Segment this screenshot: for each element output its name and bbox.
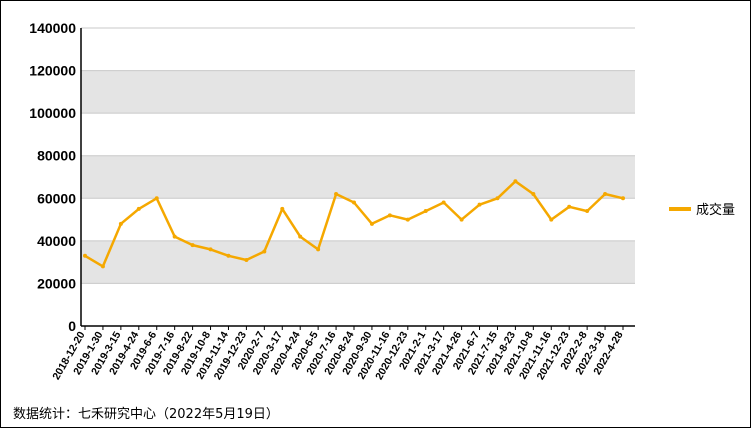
data-point: [387, 213, 392, 218]
data-point: [423, 209, 428, 214]
plot-bands: [81, 70, 635, 284]
data-point: [172, 234, 177, 239]
data-point: [298, 234, 303, 239]
data-point: [208, 247, 213, 252]
gridlines: [81, 27, 635, 284]
data-point: [549, 217, 554, 222]
y-tick-label: 80000: [37, 148, 76, 164]
x-axis-ticks: 2018-12-202019-1-302019-3-152019-4-24201…: [50, 326, 626, 382]
data-point: [334, 192, 339, 197]
axes: [80, 28, 635, 327]
data-point: [531, 192, 536, 197]
data-point: [585, 209, 590, 214]
data-point: [262, 249, 267, 254]
data-point: [83, 253, 87, 258]
data-point: [190, 243, 195, 248]
data-point: [477, 202, 482, 207]
data-point: [154, 196, 159, 201]
data-point: [316, 247, 321, 252]
y-tick-label: 100000: [29, 105, 76, 121]
y-axis-ticks: 0 20000 40000 60000 80000 100000 120000 140000: [29, 20, 76, 334]
source-note: 数据统计：七禾研究中心（2022年5月19日）: [13, 407, 279, 422]
legend-label: 成交量: [696, 202, 735, 218]
data-point: [459, 217, 464, 222]
data-point: [100, 264, 105, 269]
plot-band: [81, 240, 635, 284]
y-tick-label: 60000: [37, 190, 76, 206]
y-tick-label: 40000: [37, 233, 76, 249]
data-point: [495, 196, 500, 201]
plot-band: [81, 70, 635, 114]
data-point: [405, 217, 410, 222]
y-tick-label: 0: [68, 318, 76, 334]
data-point: [621, 196, 625, 201]
series-layer: [83, 179, 625, 269]
data-point: [118, 221, 123, 226]
data-point: [369, 221, 374, 226]
data-point: [280, 206, 285, 211]
y-tick-label: 140000: [29, 20, 76, 36]
data-point: [603, 192, 608, 197]
data-point: [244, 258, 249, 263]
data-point: [136, 206, 141, 211]
data-point: [352, 200, 356, 205]
data-point: [567, 204, 572, 209]
y-tick-label: 20000: [37, 275, 76, 291]
plot-band: [81, 155, 635, 199]
data-point: [513, 179, 518, 184]
data-point: [226, 253, 231, 258]
legend: 成交量: [669, 202, 735, 218]
y-tick-label: 120000: [29, 63, 76, 79]
data-point: [441, 200, 446, 205]
